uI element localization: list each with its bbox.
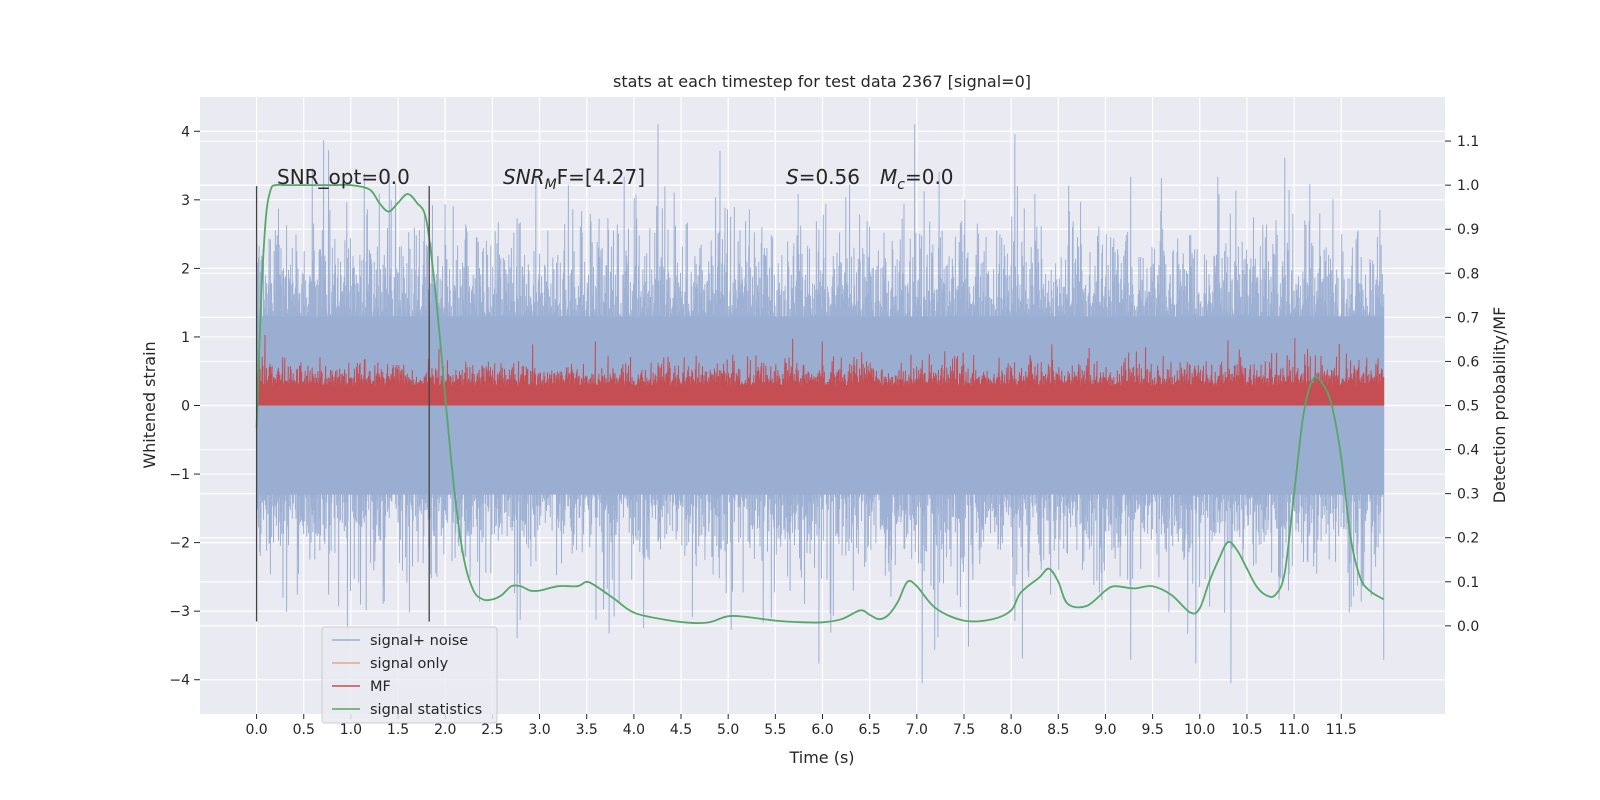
x-tick-label-17: 8.5 xyxy=(1047,722,1069,738)
x-tick-label-14: 7.0 xyxy=(906,722,928,738)
x-tick-label-19: 9.5 xyxy=(1141,722,1163,738)
y-left-tick-label-7: 3 xyxy=(181,193,190,209)
y-right-tick-label-9: 0.9 xyxy=(1457,222,1479,238)
annotation-s: S=0.56 xyxy=(786,165,860,189)
y-left-tick-label-4: 0 xyxy=(181,399,190,415)
x-tick-label-16: 8.0 xyxy=(1000,722,1022,738)
annotation-snr-mf-subscript: M xyxy=(545,177,557,193)
annotation-snr-opt: SNR_opt=0.0 xyxy=(277,165,410,189)
y-right-tick-label-6: 0.6 xyxy=(1457,354,1479,370)
y-right-tick-label-8: 0.8 xyxy=(1457,266,1479,282)
x-tick-label-11: 5.5 xyxy=(764,722,786,738)
x-tick-label-18: 9.0 xyxy=(1094,722,1116,738)
x-tick-label-15: 7.5 xyxy=(953,722,975,738)
y-right-tick-label-7: 0.7 xyxy=(1457,310,1479,326)
x-tick-label-4: 2.0 xyxy=(434,722,456,738)
x-tick-label-13: 6.5 xyxy=(859,722,881,738)
signal-statistics-series xyxy=(255,183,1385,625)
legend-label-signal-statistics: signal statistics xyxy=(370,702,482,718)
x-tick-label-23: 11.5 xyxy=(1326,722,1357,738)
legend-label-signal-only: signal only xyxy=(370,656,449,672)
x-tick-label-5: 2.5 xyxy=(481,722,503,738)
annotation-s-value: =0.56 xyxy=(799,165,860,189)
vertical-markers xyxy=(255,186,430,622)
annotation-snr-mf-value: F=[4.27] xyxy=(557,165,645,189)
legend: signal+ noise signal only MF signal stat… xyxy=(321,626,498,724)
y-left-tick-label-6: 2 xyxy=(181,261,190,277)
x-tick-label-10: 5.0 xyxy=(717,722,739,738)
legend-label-mf: MF xyxy=(370,679,391,695)
y-right-tick-label-3: 0.3 xyxy=(1457,487,1479,503)
chart-title: stats at each timestep for test data 236… xyxy=(613,72,1031,91)
y-left-tick-label-0: −4 xyxy=(169,673,190,689)
x-tick-label-7: 3.5 xyxy=(576,722,598,738)
y-right-tick-label-5: 0.5 xyxy=(1457,399,1479,415)
y-right-tick-label-1: 0.1 xyxy=(1457,575,1479,591)
y-axis-left-label: Whitened strain xyxy=(140,341,159,468)
y-right-tick-label-2: 0.2 xyxy=(1457,531,1479,547)
y-left-tick-label-1: −3 xyxy=(169,604,190,620)
y-right-tick-label-0: 0.0 xyxy=(1457,619,1479,635)
series-mf-core xyxy=(256,387,1384,406)
x-tick-label-8: 4.0 xyxy=(623,722,645,738)
x-tick-label-12: 6.0 xyxy=(811,722,833,738)
y-left-tick-label-3: −1 xyxy=(169,467,190,483)
x-tick-label-21: 10.5 xyxy=(1231,722,1262,738)
annotation-s-symbol: S xyxy=(786,165,799,189)
y-right-tick-label-10: 1.0 xyxy=(1457,178,1479,194)
x-tick-label-22: 11.0 xyxy=(1279,722,1310,738)
x-tick-label-0: 0.0 xyxy=(245,722,267,738)
annotation-mc-subscript: c xyxy=(897,177,905,193)
annotation-snr-mf-symbol: SNR xyxy=(503,165,545,189)
axes: 0.0 0.5 1.0 1.5 2.0 2.5 3.0 3.5 4.0 4.5 5.0 5.5 6.0 6… xyxy=(169,124,1479,738)
y-left-tick-label-2: −2 xyxy=(169,536,190,552)
y-left-tick-label-8: 4 xyxy=(181,124,190,140)
x-tick-label-2: 1.0 xyxy=(340,722,362,738)
x-tick-label-6: 3.0 xyxy=(528,722,550,738)
x-tick-label-1: 0.5 xyxy=(293,722,315,738)
annotation-mc: Mc=0.0 xyxy=(880,165,954,193)
legend-label-signal-noise: signal+ noise xyxy=(370,633,468,649)
y-right-tick-label-11: 1.1 xyxy=(1457,134,1479,150)
y-axis-right-label: Detection probability/MF xyxy=(1490,307,1509,504)
x-tick-label-3: 1.5 xyxy=(387,722,409,738)
x-tick-label-20: 10.0 xyxy=(1184,722,1215,738)
annotation-snr-mf: SNRMF=[4.27] xyxy=(503,165,645,193)
series-signal-statistics-line xyxy=(255,183,1385,625)
x-tick-label-9: 4.5 xyxy=(670,722,692,738)
annotation-mc-value: =0.0 xyxy=(905,165,954,189)
y-left-tick-label-5: 1 xyxy=(181,330,190,346)
y-right-tick-label-4: 0.4 xyxy=(1457,443,1479,459)
x-axis-label: Time (s) xyxy=(788,748,854,767)
annotation-mc-symbol: M xyxy=(880,165,897,189)
legend-box xyxy=(321,626,498,724)
